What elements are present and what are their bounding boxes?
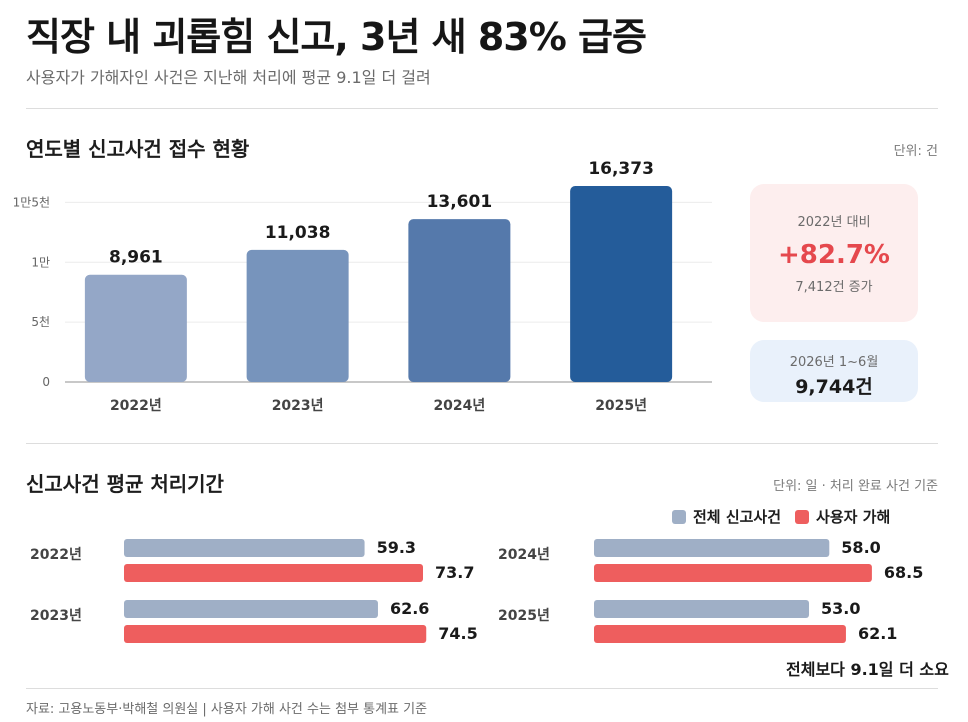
year-label-2025년: 2025년 bbox=[498, 608, 550, 624]
legend-swatch-all bbox=[672, 509, 686, 524]
hbar-value-label: 53.0 bbox=[821, 599, 860, 618]
bar-2023년 bbox=[246, 249, 349, 382]
hbar-value-label: 62.1 bbox=[858, 624, 897, 643]
y-tick-label: 5천 bbox=[31, 314, 50, 329]
recent-period-label: 2026년 1~6월 bbox=[789, 355, 879, 370]
legend-label-all: 전체 신고사건 bbox=[693, 508, 782, 526]
x-tick-label: 2025년 bbox=[595, 398, 647, 414]
bar-value-label: 16,373 bbox=[588, 159, 654, 179]
bar-2025년 bbox=[570, 186, 673, 382]
hbar-all-2024년 bbox=[594, 539, 830, 557]
page-subtitle: 사용자가 가해자인 사건은 지난해 처리에 평균 9.1일 더 걸려 bbox=[26, 68, 431, 87]
hbar-value-label: 73.7 bbox=[435, 563, 474, 582]
recent-period-card: 2026년 1~6월 9,744건 bbox=[750, 340, 918, 402]
x-tick-label: 2024년 bbox=[433, 398, 485, 414]
hbar-all-2022년 bbox=[124, 539, 365, 557]
hbar-value-label: 62.6 bbox=[390, 599, 429, 618]
annotation-extra-days: 전체보다 9.1일 더 소요 bbox=[786, 660, 949, 679]
y-tick-label: 1만 bbox=[31, 255, 50, 269]
legend-swatch-employer bbox=[795, 509, 810, 524]
x-tick-label: 2022년 bbox=[110, 398, 162, 414]
hbar-value-label: 59.3 bbox=[377, 538, 416, 557]
header-divider bbox=[26, 108, 938, 109]
bar-value-label: 8,961 bbox=[109, 248, 163, 268]
hbar-employer-2022년 bbox=[124, 564, 423, 582]
processing-days-hbar-chart: 2022년 59.3 73.7 2023년 62.6 74.5 2024년 58.068.5 2… bbox=[30, 538, 923, 643]
increase-card-value: +82.7% bbox=[778, 240, 890, 270]
unit-label-days: 단위: 일 · 처리 완료 사건 기준 bbox=[773, 479, 938, 494]
hbar-value-label: 74.5 bbox=[438, 624, 477, 643]
increase-card-label: 2022년 대비 bbox=[797, 215, 871, 230]
page-title: 직장 내 괴롭힘 신고, 3년 새 83% 급증 bbox=[26, 15, 647, 59]
year-label-2024년: 2024년 bbox=[498, 547, 550, 563]
bar-2022년 bbox=[84, 274, 187, 382]
hbar-employer-2023년 bbox=[124, 625, 427, 643]
unit-label-reports: 단위: 건 bbox=[893, 144, 938, 159]
hbar-employer-2024년 bbox=[594, 564, 872, 582]
source-footnote: 자료: 고용노동부·박해철 의원실 | 사용자 가해 사건 수는 첨부 통계표 … bbox=[26, 702, 428, 717]
legend-label-employer: 사용자 가해 bbox=[816, 508, 891, 526]
increase-card-detail: 7,412건 증가 bbox=[795, 280, 873, 295]
section-title-yearly-reports: 연도별 신고사건 접수 현황 bbox=[26, 137, 250, 161]
hbar-all-2025년 bbox=[594, 600, 810, 618]
year-label-2023년: 2023년 bbox=[30, 608, 82, 624]
x-tick-label: 2023년 bbox=[272, 398, 324, 414]
y-tick-label: 0 bbox=[42, 375, 50, 389]
yearly-reports-bar-chart: 0 5천 1만 1만5천 8,961 2022년 11,038 2023년 13,601 202… bbox=[13, 159, 712, 414]
y-tick-label: 1만5천 bbox=[13, 194, 50, 209]
hbar-value-label: 68.5 bbox=[884, 563, 923, 582]
processing-legend: 전체 신고사건 사용자 가해 bbox=[672, 506, 890, 527]
section-title-processing-days: 신고사건 평균 처리기간 bbox=[26, 472, 224, 496]
bar-2024년 bbox=[408, 219, 511, 382]
hbar-employer-2025년 bbox=[594, 625, 846, 643]
hbar-value-label: 58.0 bbox=[841, 538, 880, 557]
bar-value-label: 11,038 bbox=[265, 223, 331, 243]
increase-card: 2022년 대비 +82.7% 7,412건 증가 bbox=[750, 184, 918, 322]
bar-value-label: 13,601 bbox=[427, 192, 493, 212]
hbar-all-2023년 bbox=[124, 600, 378, 618]
footer-divider bbox=[26, 688, 938, 689]
recent-period-value: 9,744건 bbox=[795, 376, 873, 398]
year-label-2022년: 2022년 bbox=[30, 547, 82, 563]
section-divider bbox=[26, 443, 938, 444]
